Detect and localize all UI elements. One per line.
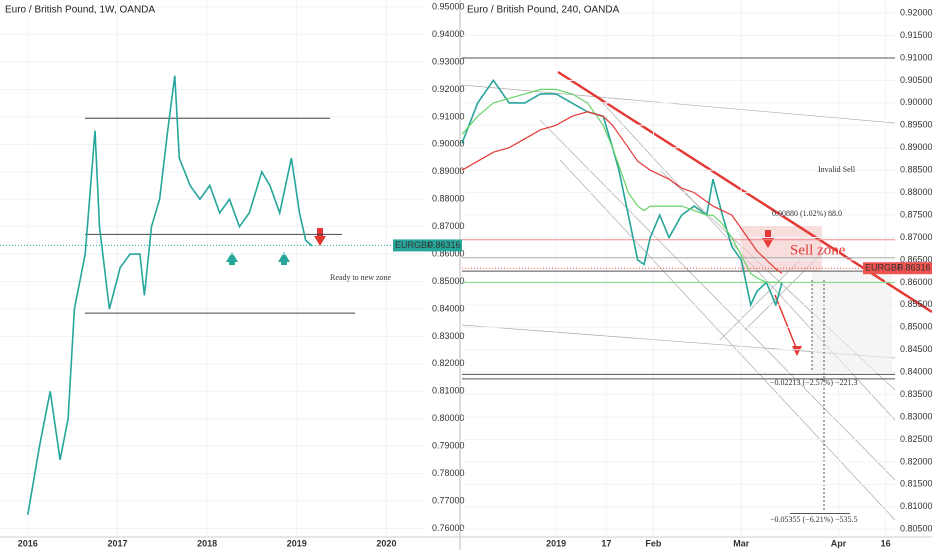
y-tick-label: 0.91500 xyxy=(900,30,932,40)
price-line xyxy=(27,75,313,515)
y-tick-label: 0.82500 xyxy=(900,434,932,444)
y-tick-label: 0.95000 xyxy=(432,2,465,12)
y-tick-label: 0.81000 xyxy=(900,501,932,511)
price-badge xyxy=(895,262,932,275)
sell-arrow xyxy=(317,228,323,237)
x-tick-label: 2020 xyxy=(376,538,396,548)
y-tick-label: 0.90500 xyxy=(900,75,932,85)
y-tick-label: 0.81000 xyxy=(432,386,465,396)
y-tick-label: 0.92000 xyxy=(900,7,932,17)
y-tick-label: 0.91000 xyxy=(432,111,465,121)
x-tick-label: 2018 xyxy=(197,538,217,548)
y-tick-label: 0.80000 xyxy=(432,413,465,423)
y-tick-label: 0.88000 xyxy=(432,194,465,204)
y-tick-label: 0.83000 xyxy=(900,411,932,421)
x-tick-label: 17 xyxy=(601,538,611,548)
y-tick-label: 0.94000 xyxy=(432,29,465,39)
x-tick-label: 16 xyxy=(881,538,891,548)
y-tick-label: 0.87000 xyxy=(900,232,932,242)
y-tick-label: 0.89500 xyxy=(900,120,932,130)
buy-arrow xyxy=(278,252,290,262)
symbol-label: EURGBP xyxy=(865,263,903,273)
y-tick-label: 0.84500 xyxy=(900,344,932,354)
y-tick-label: 0.85000 xyxy=(900,322,932,332)
y-tick-label: 0.87500 xyxy=(900,209,932,219)
arrow-line xyxy=(774,294,798,351)
y-tick-label: 0.90000 xyxy=(900,97,932,107)
arrow-head xyxy=(792,346,802,356)
buy-arrow xyxy=(226,252,238,262)
price-badge xyxy=(425,239,462,252)
annotation: Ready to new zone xyxy=(330,273,392,282)
annotation: −0.02213 (−2.57%) −221.3 xyxy=(770,378,858,387)
x-tick-label: Apr xyxy=(831,538,847,548)
sell-arrow xyxy=(762,238,774,248)
x-tick-label: 2019 xyxy=(546,538,566,548)
y-tick-label: 0.77000 xyxy=(432,495,465,505)
y-tick-label: 0.92000 xyxy=(432,84,465,94)
y-tick-label: 0.82000 xyxy=(432,358,465,368)
chart-title: Euro / British Pound, 240, OANDA xyxy=(467,5,620,16)
y-tick-label: 0.86500 xyxy=(900,254,932,264)
buy-arrow xyxy=(281,261,287,265)
y-tick-label: 0.79000 xyxy=(432,441,465,451)
y-tick-label: 0.80500 xyxy=(900,524,932,534)
price-line xyxy=(461,88,782,283)
sell-arrow xyxy=(314,236,326,246)
price-badge xyxy=(863,262,895,275)
y-tick-label: 0.83500 xyxy=(900,389,932,399)
last-price: 0.86316 xyxy=(898,263,931,273)
y-tick-label: 0.88500 xyxy=(900,165,932,175)
y-tick-label: 0.90000 xyxy=(432,139,465,149)
annotation: −0.05355 (−6.21%) −535.5 xyxy=(770,515,858,524)
price-line xyxy=(461,79,783,308)
x-tick-label: 2017 xyxy=(107,538,127,548)
annotation: 0.00880 (1.02%) 88.0 xyxy=(772,209,842,218)
y-tick-label: 0.84000 xyxy=(900,367,932,377)
y-tick-label: 0.83000 xyxy=(432,331,465,341)
x-tick-label: Feb xyxy=(645,538,662,548)
symbol-label: EURGBP xyxy=(395,240,433,250)
y-tick-label: 0.89000 xyxy=(432,166,465,176)
y-tick-label: 0.76000 xyxy=(432,523,465,533)
buy-arrow xyxy=(229,261,235,265)
y-tick-label: 0.81500 xyxy=(900,479,932,489)
price-line xyxy=(461,111,783,274)
annotation: Sell zone xyxy=(790,242,846,258)
price-badge xyxy=(393,239,425,252)
y-tick-label: 0.86000 xyxy=(900,277,932,287)
y-tick-label: 0.78000 xyxy=(432,468,465,478)
y-tick-label: 0.82000 xyxy=(900,456,932,466)
x-tick-label: 2016 xyxy=(18,538,38,548)
y-tick-label: 0.89000 xyxy=(900,142,932,152)
measure-box xyxy=(812,272,892,372)
x-tick-label: Mar xyxy=(733,538,750,548)
y-tick-label: 0.91000 xyxy=(900,52,932,62)
y-tick-label: 0.85500 xyxy=(900,299,932,309)
y-tick-label: 0.84000 xyxy=(432,303,465,313)
annotation: Invalid Sell xyxy=(818,165,856,174)
y-tick-label: 0.87000 xyxy=(432,221,465,231)
y-tick-label: 0.88000 xyxy=(900,187,932,197)
y-tick-label: 0.93000 xyxy=(432,56,465,66)
y-tick-label: 0.85000 xyxy=(432,276,465,286)
sell-arrow xyxy=(765,230,771,239)
y-tick-label: 0.86000 xyxy=(432,248,465,258)
x-tick-label: 2019 xyxy=(287,538,307,548)
chart-title: Euro / British Pound, 1W, OANDA xyxy=(5,5,155,16)
last-price: 0.86316 xyxy=(428,240,461,250)
